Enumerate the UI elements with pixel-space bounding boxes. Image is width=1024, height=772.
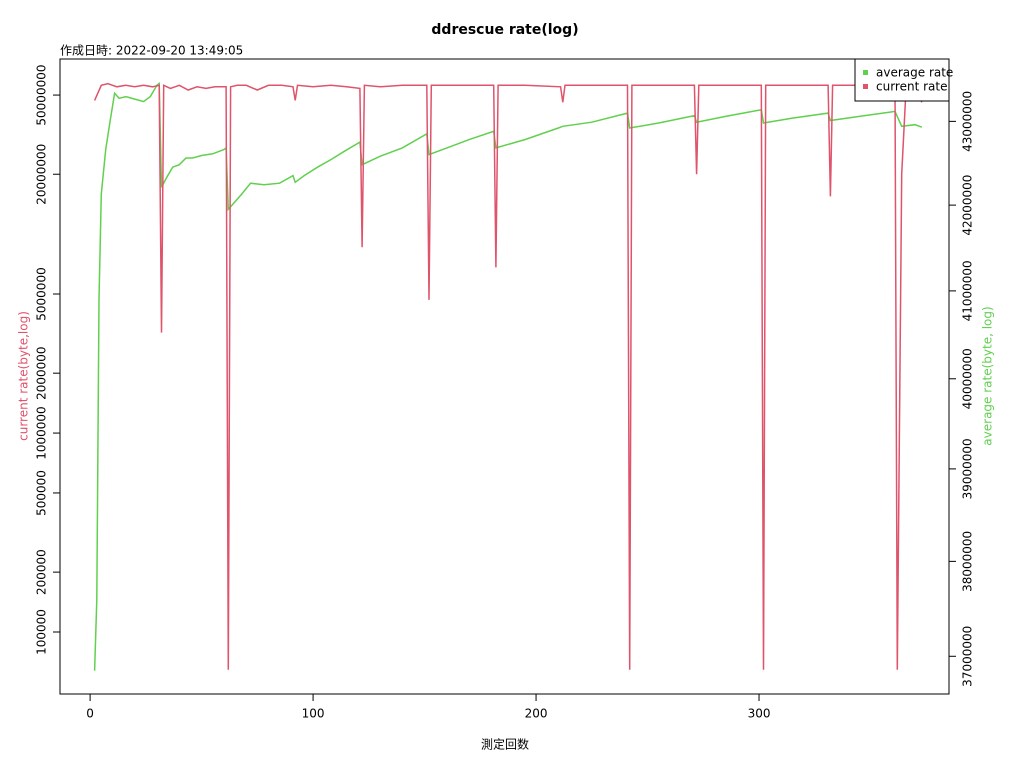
y2-tick-label: 41000000 (961, 260, 975, 321)
legend-label: average rate (876, 66, 953, 80)
chart-title: ddrescue rate(log) (431, 22, 578, 38)
y-tick-label: 200000 (35, 549, 49, 595)
series-line (93, 82, 923, 670)
legend-swatch (863, 70, 868, 75)
y2-tick-label: 42000000 (961, 175, 975, 236)
y-tick-label: 50000000 (35, 65, 49, 126)
subtitle: 作成日時: 2022-09-20 13:49:05 (60, 44, 243, 58)
x-tick-label: 0 (86, 707, 94, 721)
y2-tick-label: 40000000 (961, 348, 975, 409)
y-tick-label: 1000000 (35, 406, 49, 459)
x-tick-label: 100 (302, 707, 325, 721)
legend-label: current rate (876, 80, 947, 94)
y-tick-label: 500000 (35, 470, 49, 516)
x-tick-label: 200 (525, 707, 548, 721)
y2-tick-label: 37000000 (961, 626, 975, 687)
y-tick-label: 2000000 (35, 346, 49, 399)
legend-box (854, 58, 950, 102)
y-axis-label: current rate(byte,log) (17, 311, 31, 441)
series-line (93, 82, 923, 671)
y-tick-label: 5000000 (35, 267, 49, 320)
y-tick-label: 100000 (35, 609, 49, 655)
y2-tick-label: 43000000 (961, 91, 975, 152)
y2-tick-label: 39000000 (961, 438, 975, 499)
y2-axis-label: average rate(byte, log) (981, 306, 995, 445)
x-tick-label: 300 (748, 707, 771, 721)
y-tick-label: 20000000 (35, 144, 49, 205)
x-axis-label: 測定回数 (481, 737, 529, 752)
legend-swatch (863, 84, 868, 89)
y2-tick-label: 38000000 (961, 531, 975, 592)
